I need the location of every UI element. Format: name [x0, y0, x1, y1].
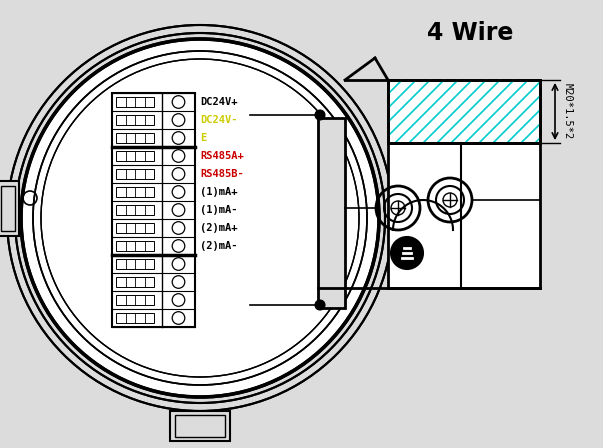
- Text: 4 Wire: 4 Wire: [427, 21, 513, 45]
- Circle shape: [172, 240, 185, 252]
- Circle shape: [172, 132, 185, 144]
- Bar: [116, 241, 154, 251]
- Circle shape: [172, 96, 185, 108]
- Bar: [1, 185, 15, 231]
- Bar: [116, 168, 154, 179]
- Circle shape: [172, 186, 185, 198]
- Circle shape: [172, 168, 185, 180]
- Text: (2)mA+: (2)mA+: [200, 223, 238, 233]
- Text: RS485B-: RS485B-: [200, 169, 244, 179]
- Bar: [116, 97, 154, 108]
- Text: E: E: [200, 133, 206, 143]
- Bar: [175, 415, 225, 437]
- Circle shape: [22, 40, 378, 396]
- Bar: [116, 276, 154, 288]
- Bar: [112, 93, 195, 327]
- Circle shape: [172, 222, 185, 234]
- Circle shape: [172, 312, 185, 324]
- Text: M20*1.5*2: M20*1.5*2: [563, 83, 573, 140]
- Bar: [388, 80, 540, 143]
- Bar: [116, 223, 154, 233]
- Bar: [116, 187, 154, 198]
- Bar: [116, 295, 154, 306]
- Bar: [116, 258, 154, 269]
- Circle shape: [315, 110, 325, 120]
- Text: DC24V-: DC24V-: [200, 115, 238, 125]
- Circle shape: [172, 294, 185, 306]
- Bar: [116, 133, 154, 143]
- Circle shape: [172, 204, 185, 216]
- Bar: [112, 93, 195, 327]
- Circle shape: [172, 114, 185, 126]
- Bar: [318, 118, 345, 308]
- Bar: [116, 151, 154, 161]
- Circle shape: [391, 237, 423, 269]
- Text: RS485A+: RS485A+: [200, 151, 244, 161]
- Text: DC24V+: DC24V+: [200, 97, 238, 107]
- Circle shape: [172, 150, 185, 162]
- Circle shape: [315, 300, 325, 310]
- Circle shape: [172, 276, 185, 289]
- Bar: [0, 181, 19, 236]
- Text: (1)mA-: (1)mA-: [200, 205, 238, 215]
- Bar: [170, 411, 230, 441]
- Circle shape: [172, 258, 185, 270]
- Bar: [116, 115, 154, 125]
- Text: (2)mA-: (2)mA-: [200, 241, 238, 251]
- Bar: [116, 313, 154, 323]
- Bar: [388, 80, 540, 288]
- Text: (1)mA+: (1)mA+: [200, 187, 238, 197]
- Bar: [116, 205, 154, 215]
